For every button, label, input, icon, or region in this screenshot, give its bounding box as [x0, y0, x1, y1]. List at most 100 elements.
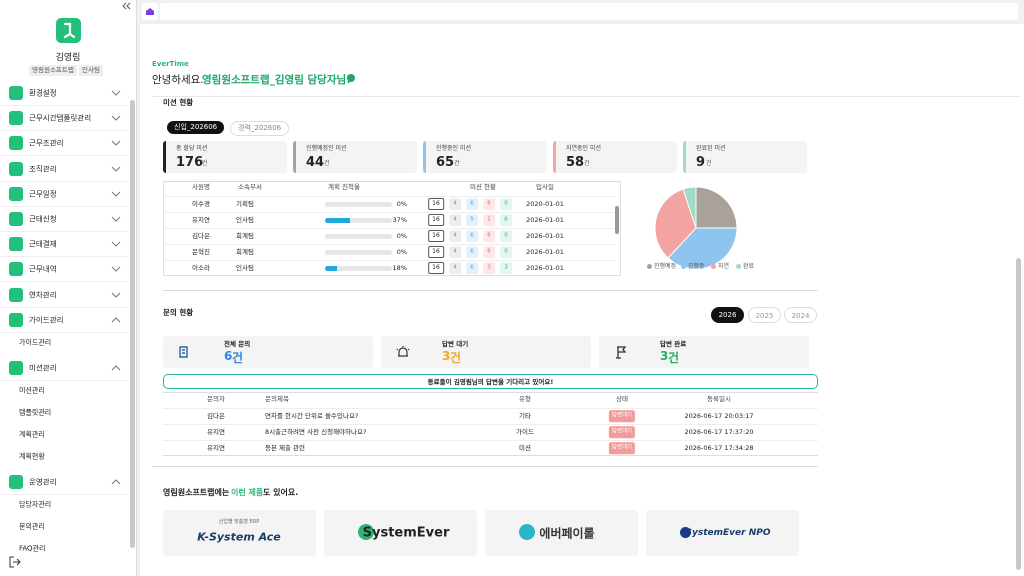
- row-divider: [164, 196, 614, 197]
- collapse-button[interactable]: [120, 1, 132, 11]
- menu-item[interactable]: 근무조관리: [29, 138, 64, 148]
- submenu-item[interactable]: 템플릿관리: [19, 408, 52, 417]
- join-date: 2026-01-01: [526, 231, 564, 240]
- employee-name: 이소라: [192, 263, 210, 272]
- mission-total: 16: [428, 198, 444, 210]
- inquirer[interactable]: 유지연: [207, 443, 225, 452]
- year-tab[interactable]: 2025: [748, 307, 781, 323]
- stat-label: 진행중인 미션: [436, 145, 472, 152]
- inquiry-card: [599, 336, 809, 368]
- mission-count: 4: [449, 214, 461, 226]
- logout-button[interactable]: [8, 555, 22, 569]
- submenu-item[interactable]: FAQ관리: [19, 544, 46, 553]
- inquiry-type: 미션: [519, 443, 531, 452]
- menu-divider: [0, 331, 128, 333]
- legend-label: 진행예정: [654, 262, 677, 270]
- mission-count: 4: [449, 230, 461, 242]
- employee-name: 이수경: [192, 199, 210, 208]
- icon-shape: [616, 346, 627, 359]
- notice-banner: 동료들이 김영림님의 답변을 기다리고 있어요!: [163, 374, 818, 389]
- progress-label: 0%: [396, 199, 407, 208]
- product-card[interactable]: [485, 510, 638, 556]
- menu-divider: [0, 130, 128, 132]
- menu-item[interactable]: 근무일정: [29, 189, 57, 199]
- menu-item[interactable]: 근태결재: [29, 239, 57, 249]
- product-card[interactable]: [163, 510, 316, 556]
- stat-value: 9: [696, 155, 706, 170]
- menu-item[interactable]: 근무내역: [29, 264, 57, 274]
- chevron-path: [111, 166, 121, 172]
- menu-item[interactable]: 운영관리: [29, 477, 57, 487]
- menu-item[interactable]: 근무시간템플릿관리: [29, 113, 92, 123]
- menu-item[interactable]: 미션관리: [29, 363, 57, 373]
- status-badge: 답변대기: [608, 426, 636, 438]
- progress-bar: [325, 266, 338, 271]
- inquirer[interactable]: 김다은: [207, 411, 225, 420]
- footer-highlight: 이런 제품: [231, 488, 264, 497]
- stat-unit: 건: [584, 160, 590, 167]
- stat-card: [423, 141, 547, 173]
- inquiry-subject[interactable]: 등본 제출 관련: [265, 443, 306, 452]
- submenu-item[interactable]: 가이드관리: [19, 338, 52, 347]
- submenu-item[interactable]: 문의관리: [19, 522, 45, 531]
- submenu-item[interactable]: 담당자관리: [19, 500, 52, 509]
- progress-label: 37%: [392, 215, 407, 224]
- menu-icon: [9, 86, 23, 100]
- legend-dot: [647, 264, 652, 269]
- mission-tab[interactable]: 경력_202606: [230, 121, 290, 136]
- stat-label: 총 할당 미션: [176, 145, 208, 152]
- table-header: 문의자: [207, 394, 225, 403]
- menu-divider: [0, 379, 128, 381]
- submenu-item[interactable]: 미션관리: [19, 386, 45, 395]
- stat-value: 44: [306, 155, 325, 170]
- mission-count: 3: [500, 262, 512, 274]
- legend-dot: [681, 264, 686, 269]
- stat-unit: 건: [454, 160, 460, 167]
- menu-icon: [9, 136, 23, 151]
- year-tab[interactable]: 2024: [784, 307, 817, 323]
- row-divider: [164, 244, 614, 245]
- inquirer[interactable]: 유지연: [207, 427, 225, 436]
- table-header: 입사일: [536, 182, 554, 191]
- employee-name: 김다은: [192, 231, 210, 240]
- stat-card: [683, 141, 807, 173]
- menu-item[interactable]: 조직관리: [29, 163, 57, 173]
- card-icon: [396, 346, 410, 357]
- chevron: [111, 216, 121, 222]
- pie-slice: [695, 186, 738, 229]
- product-mark: [680, 527, 691, 538]
- pie-slice: [654, 188, 697, 259]
- submenu-item[interactable]: 계획관리: [19, 430, 45, 439]
- inquiry-subject[interactable]: 8시출근하려면 사전 신청해야하나요?: [265, 427, 367, 436]
- mission-tab[interactable]: 신입_202606: [167, 121, 225, 134]
- menu-icon: [9, 161, 23, 176]
- menu-divider: [0, 155, 128, 157]
- inquiry-subject[interactable]: 연차를 한시간 단위로 쓸수있나요?: [265, 411, 359, 420]
- menu-icon: [9, 312, 23, 327]
- user-name: 김영림: [55, 53, 81, 63]
- submenu-item[interactable]: 계획현황: [19, 452, 45, 461]
- mission-total: 16: [428, 246, 444, 258]
- chevron-path: [111, 365, 121, 371]
- menu-item[interactable]: 근태신청: [29, 214, 57, 224]
- progress-track: [325, 266, 392, 271]
- table-scrollbar: [615, 206, 619, 234]
- product-card[interactable]: [324, 510, 477, 556]
- menu-divider: [0, 180, 128, 182]
- home-tab[interactable]: [142, 3, 158, 20]
- menu-item[interactable]: 연차관리: [29, 289, 57, 299]
- menu-item[interactable]: 환경설정: [29, 88, 57, 98]
- product-mark: [358, 524, 374, 540]
- menu-item[interactable]: 가이드관리: [29, 315, 64, 325]
- product-card[interactable]: [646, 510, 799, 556]
- year-tab[interactable]: 2026: [711, 307, 744, 323]
- department: 회계팀: [236, 247, 254, 256]
- section-title: 문의 현황: [163, 308, 194, 317]
- greeting-highlight: 영림원소프트랩_김영림 담당자님!: [202, 74, 351, 86]
- menu-icon: [9, 186, 23, 201]
- table-header: 유형: [519, 394, 531, 403]
- menu-icon: [9, 212, 23, 226]
- mission-count: 1: [483, 214, 495, 226]
- section-title: 미션 현황: [163, 98, 194, 107]
